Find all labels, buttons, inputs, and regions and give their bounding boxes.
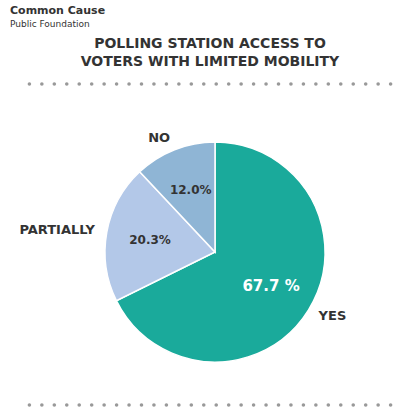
dot [165, 403, 169, 407]
annotation: Common Cause [10, 4, 105, 17]
annotation: Public Foundation [10, 19, 90, 29]
dot [115, 403, 119, 407]
dot [339, 403, 343, 407]
dot [314, 82, 318, 86]
dot [127, 82, 131, 86]
dot [77, 403, 81, 407]
dot-rule [28, 403, 393, 407]
category-label: NO [148, 130, 170, 145]
data-label: 20.3% [129, 233, 171, 247]
dot [65, 403, 69, 407]
slices [105, 142, 325, 362]
dot [389, 403, 393, 407]
dot [302, 82, 306, 86]
dot [165, 82, 169, 86]
dot [351, 403, 355, 407]
data-label: 12.0% [170, 183, 212, 197]
category-labels: YES PARTIALLY NO [19, 130, 346, 323]
dot [289, 82, 293, 86]
dot [53, 82, 57, 86]
dot [40, 82, 44, 86]
dot [177, 82, 181, 86]
dot [239, 403, 243, 407]
dot [177, 403, 181, 407]
dot [90, 82, 94, 86]
dot [115, 82, 119, 86]
dot [140, 82, 144, 86]
dot [152, 403, 156, 407]
dot [227, 403, 231, 407]
dot [214, 403, 218, 407]
dot [214, 82, 218, 86]
dot [327, 82, 331, 86]
dot [252, 82, 256, 86]
dot [364, 82, 368, 86]
dot [190, 403, 194, 407]
dot [227, 82, 231, 86]
subtitle: VOTERS WITH LIMITED MOBILITY [81, 53, 340, 69]
dot [277, 82, 281, 86]
dot [252, 403, 256, 407]
dot [127, 403, 131, 407]
pie: 67.7 % 20.3% 12.0% YES PARTIALLY NO [19, 130, 346, 362]
dot [40, 403, 44, 407]
dot [152, 82, 156, 86]
data-label: 67.7 % [242, 277, 299, 295]
category-label: PARTIALLY [19, 222, 95, 237]
dot [302, 403, 306, 407]
dot [339, 82, 343, 86]
dot [289, 403, 293, 407]
dot [314, 403, 318, 407]
dot [351, 82, 355, 86]
dot [77, 82, 81, 86]
data-labels: 67.7 % 20.3% 12.0% [129, 183, 299, 295]
dot [102, 82, 106, 86]
dot [376, 403, 380, 407]
dot [140, 403, 144, 407]
category-label: YES [318, 308, 347, 323]
dot [327, 403, 331, 407]
dot [190, 82, 194, 86]
dot [264, 82, 268, 86]
chart: Common Cause Public Foundation POLLING STA… [0, 0, 420, 420]
dot [376, 82, 380, 86]
dot [364, 403, 368, 407]
dot [65, 82, 69, 86]
dot [28, 82, 32, 86]
dot-rule [28, 82, 393, 86]
dot [28, 403, 32, 407]
dot [202, 403, 206, 407]
dot [202, 82, 206, 86]
dot [264, 403, 268, 407]
dot [239, 82, 243, 86]
dot [90, 403, 94, 407]
title: POLLING STATION ACCESS TO [94, 35, 326, 51]
dot [53, 403, 57, 407]
dot [277, 403, 281, 407]
dot [389, 82, 393, 86]
dot [102, 403, 106, 407]
